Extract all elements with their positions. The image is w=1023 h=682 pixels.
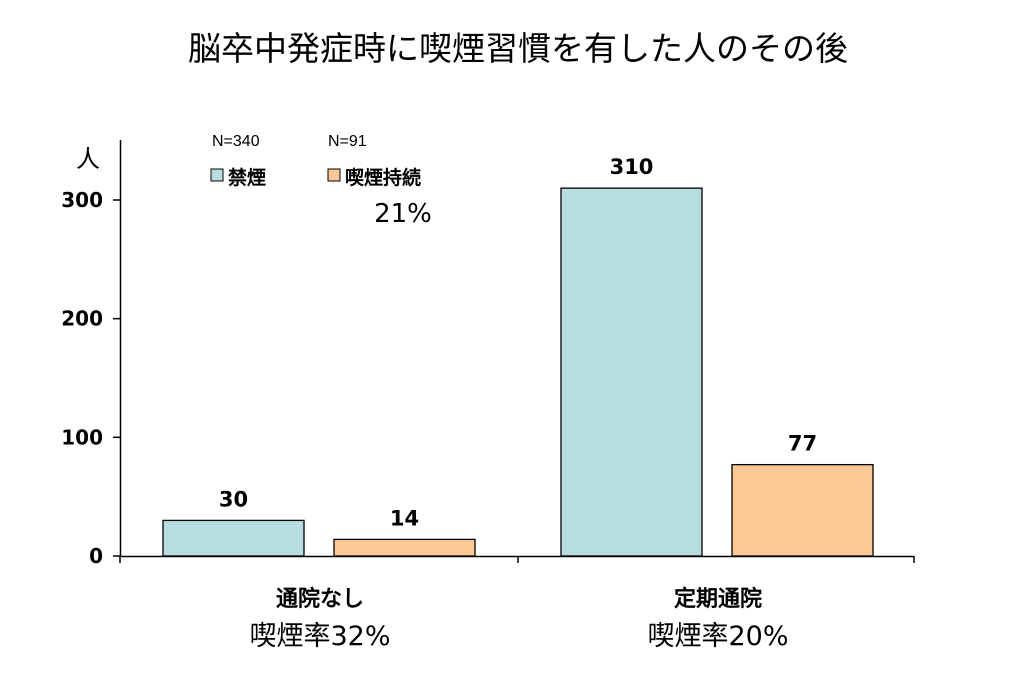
category-label-1: 通院なし [276, 586, 364, 612]
bar-continue-2 [731, 463, 874, 557]
y-tick-label: 200 [61, 307, 103, 331]
bar-value-label: 14 [390, 506, 419, 530]
legend-label-continue: 喫煙持続 [345, 166, 421, 189]
legend-swatch-quit [210, 168, 224, 182]
bar-continue-1 [333, 538, 476, 557]
y-tick-label: 0 [89, 544, 103, 568]
x-ticks [119, 556, 915, 563]
overall-rate-annotation: 21% [374, 199, 432, 229]
bars [162, 187, 874, 557]
category-rate-1: 喫煙率32% [249, 621, 390, 652]
bar-value-labels: 30 14 310 77 [219, 155, 817, 530]
bar-quit-2 [560, 187, 703, 557]
chart-title: 脳卒中発症時に喫煙習慣を有した人のその後 [188, 29, 848, 68]
category-rate-2: 喫煙率20% [647, 621, 788, 652]
bar-value-label: 30 [219, 487, 248, 511]
y-axis-unit: 人 [76, 145, 100, 173]
legend-n-sub-2: N=91 [328, 133, 367, 150]
bar-quit-1 [162, 519, 305, 557]
legend-swatch-continue [327, 168, 341, 182]
legend-n-sub-1: N=340 [212, 133, 260, 150]
y-tick-label: 300 [61, 188, 103, 212]
bar-value-label: 77 [788, 432, 817, 456]
y-ticks: 0 100 200 300 [61, 188, 120, 568]
bar-value-label: 310 [610, 155, 654, 179]
y-tick-label: 100 [61, 425, 103, 449]
legend-label-quit: 禁煙 [228, 166, 266, 189]
category-label-2: 定期通院 [674, 586, 762, 612]
